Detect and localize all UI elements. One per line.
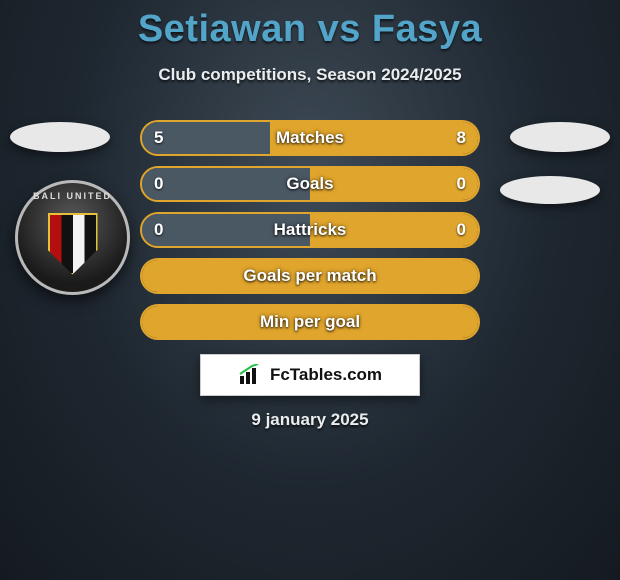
site-logo-text: FcTables.com <box>270 365 382 385</box>
date-label: 9 january 2025 <box>0 410 620 430</box>
stat-bar: Hattricks00 <box>140 212 480 248</box>
bar-chart-icon <box>238 364 264 386</box>
page-title: Setiawan vs Fasya <box>0 0 620 51</box>
player-right-placeholder-2 <box>500 176 600 204</box>
badge-shield-icon <box>48 213 98 275</box>
club-badge: BALI UNITED <box>15 180 130 295</box>
stat-bar: Min per goal <box>140 304 480 340</box>
site-logo[interactable]: FcTables.com <box>200 354 420 396</box>
page-subtitle: Club competitions, Season 2024/2025 <box>0 65 620 85</box>
player-left-placeholder <box>10 122 110 152</box>
player-right-placeholder <box>510 122 610 152</box>
badge-text: BALI UNITED <box>33 191 112 201</box>
stat-bar: Matches58 <box>140 120 480 156</box>
stat-bar: Goals per match <box>140 258 480 294</box>
stat-bar: Goals00 <box>140 166 480 202</box>
